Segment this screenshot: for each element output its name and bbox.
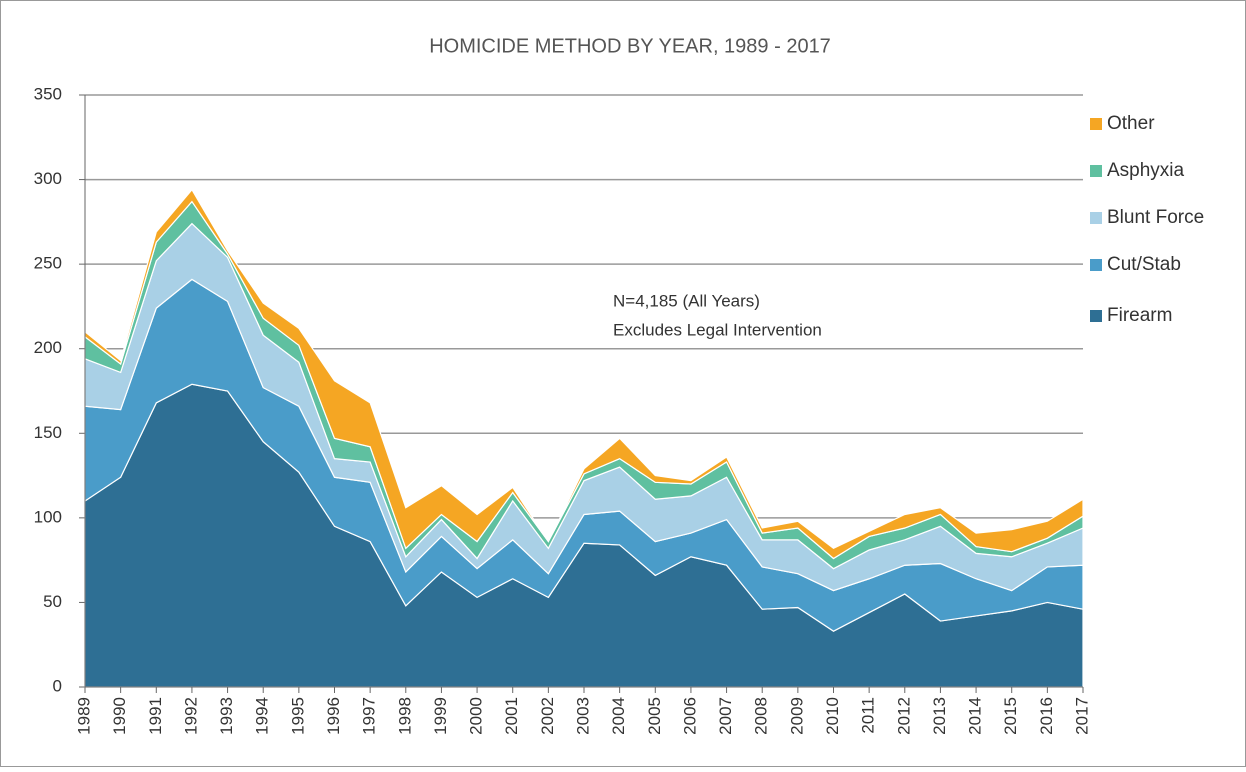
x-tick-label: 2006 <box>680 697 699 735</box>
chart-title: HOMICIDE METHOD BY YEAR, 1989 - 2017 <box>429 35 831 57</box>
legend-label: Asphyxia <box>1107 160 1185 181</box>
legend-swatch <box>1090 212 1102 224</box>
legend-label: Firearm <box>1107 305 1172 326</box>
x-tick-label: 2008 <box>752 697 771 735</box>
legend-swatch <box>1090 259 1102 271</box>
x-tick-label: 2003 <box>573 697 592 735</box>
x-tick-label: 1997 <box>360 697 379 735</box>
x-tick-label: 1996 <box>324 697 343 735</box>
x-tick-label: 1989 <box>74 697 93 735</box>
x-tick-label: 1994 <box>253 697 272 735</box>
y-tick-label: 200 <box>34 338 62 357</box>
y-tick-label: 250 <box>34 254 62 273</box>
legend-label: Other <box>1107 113 1155 134</box>
x-tick-label: 2017 <box>1072 697 1091 735</box>
legend-swatch <box>1090 310 1102 322</box>
x-tick-label: 1992 <box>181 697 200 735</box>
y-tick-label: 50 <box>43 592 62 611</box>
legend-label: Cut/Stab <box>1107 254 1181 275</box>
x-tick-label: 2005 <box>645 697 664 735</box>
x-tick-label: 2014 <box>966 697 985 735</box>
y-tick-label: 350 <box>34 84 62 103</box>
legend-label: Blunt Force <box>1107 207 1204 228</box>
x-tick-label: 1990 <box>110 697 129 735</box>
x-tick-label: 2010 <box>823 697 842 735</box>
x-tick-label: 2011 <box>859 697 878 734</box>
x-tick-label: 1999 <box>431 697 450 735</box>
x-tick-label: 2000 <box>467 697 486 735</box>
x-tick-label: 2002 <box>538 697 557 735</box>
annotation: N=4,185 (All Years) <box>613 291 760 310</box>
x-tick-label: 2012 <box>894 697 913 735</box>
y-tick-label: 150 <box>34 423 62 442</box>
x-tick-label: 1993 <box>217 697 236 735</box>
x-tick-label: 2007 <box>716 697 735 735</box>
legend-swatch <box>1090 118 1102 130</box>
x-tick-label: 2004 <box>609 697 628 735</box>
x-tick-label: 2001 <box>502 697 521 735</box>
x-tick-label: 2009 <box>787 697 806 735</box>
x-tick-label: 2015 <box>1001 697 1020 735</box>
x-tick-label: 1991 <box>146 697 165 735</box>
annotation: Excludes Legal Intervention <box>613 320 822 339</box>
x-tick-label: 1998 <box>395 697 414 735</box>
y-tick-label: 100 <box>34 507 62 526</box>
x-tick-label: 2013 <box>930 697 949 735</box>
y-tick-label: 0 <box>53 676 62 695</box>
y-tick-label: 300 <box>34 169 62 188</box>
x-tick-label: 1995 <box>288 697 307 735</box>
legend-swatch <box>1090 165 1102 177</box>
area <box>84 188 1084 560</box>
x-tick-label: 2016 <box>1037 697 1056 735</box>
